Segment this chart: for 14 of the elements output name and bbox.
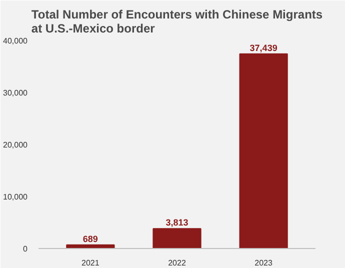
y-tick-label: 10,000 (3, 192, 28, 202)
x-tick-label: 2022 (168, 258, 186, 268)
data-label: 37,439 (250, 42, 278, 53)
bar (152, 228, 202, 248)
data-label: 3,813 (166, 218, 188, 228)
y-tick-label: 30,000 (3, 88, 28, 98)
y-tick-label: 0 (23, 244, 28, 254)
y-tick-label: 20,000 (3, 140, 28, 150)
bar (239, 53, 288, 248)
y-tick-label: 40,000 (3, 36, 28, 46)
chart-title: Total Number of Encounters with Chinese Migrants at U.S.-Mexico border (31, 8, 323, 36)
data-label: 689 (82, 234, 98, 244)
x-tick-label: 2023 (254, 258, 274, 268)
x-tick-label: 2021 (82, 258, 100, 268)
